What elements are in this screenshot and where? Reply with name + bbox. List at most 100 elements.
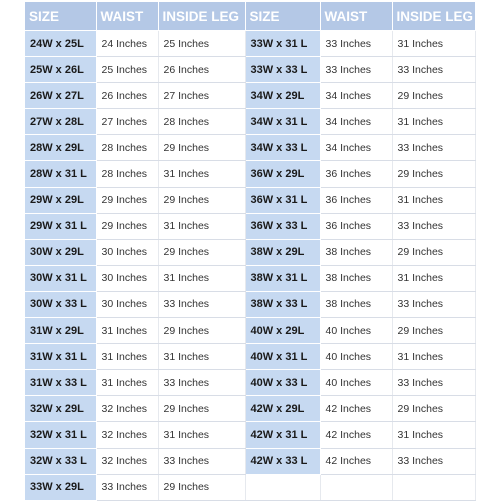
table-row: 27W x 28L 27 Inches 28 Inches 34W x 31 L 34 … [25, 108, 476, 136]
empty-cell [392, 474, 476, 501]
table-row: 32W x 29L 32 Inches 29 Inches 42W x 29L 42 I… [25, 395, 476, 423]
inside-leg-cell: 33 Inches [392, 369, 476, 397]
waist-cell: 34 Inches [320, 82, 393, 110]
header-size: SIZE [245, 2, 321, 31]
empty-cell [320, 474, 393, 501]
table-row: 32W x 33 L 32 Inches 33 Inches 42W x 33 L 42… [25, 448, 476, 475]
size-cell: 29W x 29L [25, 187, 97, 214]
header-waist: WAIST [96, 2, 159, 31]
inside-leg-cell: 25 Inches [158, 30, 246, 58]
header-inside-leg: INSIDE LEG [158, 2, 246, 31]
inside-leg-cell: 33 Inches [392, 213, 476, 240]
waist-cell: 28 Inches [96, 134, 159, 162]
table-row: 28W x 29L 28 Inches 29 Inches 34W x 33 L 34 … [25, 134, 476, 162]
size-cell: 36W x 33 L [245, 213, 321, 240]
inside-leg-cell: 29 Inches [158, 395, 246, 423]
inside-leg-cell: 31 Inches [158, 343, 246, 371]
waist-cell: 34 Inches [320, 108, 393, 136]
waist-cell: 31 Inches [96, 369, 159, 397]
size-cell: 33W x 33 L [245, 56, 321, 84]
waist-cell: 36 Inches [320, 213, 393, 240]
inside-leg-cell: 29 Inches [158, 134, 246, 162]
size-cell: 30W x 29L [25, 239, 97, 266]
waist-cell: 40 Inches [320, 343, 393, 371]
header-size: SIZE [25, 2, 97, 31]
table-row: 29W x 31 L 29 Inches 31 Inches 36W x 33 L 36… [25, 213, 476, 240]
size-cell: 26W x 27L [25, 82, 97, 110]
inside-leg-cell: 29 Inches [392, 82, 476, 110]
size-cell: 31W x 31 L [25, 343, 97, 371]
waist-cell: 42 Inches [320, 421, 393, 449]
waist-cell: 30 Inches [96, 239, 159, 266]
inside-leg-cell: 31 Inches [158, 421, 246, 449]
size-cell: 34W x 31 L [245, 108, 321, 136]
inside-leg-cell: 33 Inches [392, 448, 476, 475]
waist-cell: 30 Inches [96, 265, 159, 292]
inside-leg-cell: 33 Inches [158, 448, 246, 475]
size-cell: 27W x 28L [25, 108, 97, 136]
waist-cell: 28 Inches [96, 160, 159, 188]
size-cell: 30W x 33 L [25, 291, 97, 319]
size-chart: SIZE WAIST INSIDE LEG SIZE WAIST INSIDE … [25, 2, 476, 501]
waist-cell: 29 Inches [96, 213, 159, 240]
size-cell: 42W x 29L [245, 395, 321, 423]
waist-cell: 36 Inches [320, 160, 393, 188]
inside-leg-cell: 31 Inches [392, 30, 476, 58]
waist-cell: 32 Inches [96, 448, 159, 475]
waist-cell: 40 Inches [320, 369, 393, 397]
inside-leg-cell: 29 Inches [392, 395, 476, 423]
waist-cell: 42 Inches [320, 395, 393, 423]
inside-leg-cell: 33 Inches [158, 291, 246, 319]
size-cell: 38W x 29L [245, 239, 321, 266]
size-cell: 32W x 29L [25, 395, 97, 423]
waist-cell: 27 Inches [96, 108, 159, 136]
waist-cell: 31 Inches [96, 317, 159, 345]
table-row: 24W x 25L 24 Inches 25 Inches 33W x 31 L 33 … [25, 30, 476, 58]
waist-cell: 25 Inches [96, 56, 159, 84]
waist-cell: 38 Inches [320, 265, 393, 292]
inside-leg-cell: 29 Inches [392, 160, 476, 188]
inside-leg-cell: 33 Inches [158, 369, 246, 397]
waist-cell: 32 Inches [96, 395, 159, 423]
inside-leg-cell: 31 Inches [392, 108, 476, 136]
table-row: 31W x 31 L 31 Inches 31 Inches 40W x 31 L 40… [25, 343, 476, 371]
size-cell: 32W x 33 L [25, 448, 97, 475]
size-cell: 28W x 31 L [25, 160, 97, 188]
inside-leg-cell: 29 Inches [392, 317, 476, 345]
size-cell: 33W x 29L [25, 474, 97, 501]
size-cell: 32W x 31 L [25, 421, 97, 449]
empty-cell [245, 474, 321, 501]
table-row: 25W x 26L 25 Inches 26 Inches 33W x 33 L 33 … [25, 56, 476, 84]
inside-leg-cell: 31 Inches [158, 213, 246, 240]
waist-cell: 36 Inches [320, 187, 393, 214]
table-row: 33W x 29L 33 Inches 29 Inches [25, 474, 476, 501]
inside-leg-cell: 29 Inches [158, 317, 246, 345]
waist-cell: 33 Inches [320, 30, 393, 58]
inside-leg-cell: 31 Inches [392, 421, 476, 449]
waist-cell: 26 Inches [96, 82, 159, 110]
size-cell: 24W x 25L [25, 30, 97, 58]
waist-cell: 40 Inches [320, 317, 393, 345]
table-row: 29W x 29L 29 Inches 29 Inches 36W x 31 L 36 … [25, 187, 476, 214]
size-cell: 40W x 29L [245, 317, 321, 345]
size-cell: 42W x 33 L [245, 448, 321, 475]
table-row: 30W x 33 L 30 Inches 33 Inches 38W x 33 L 38… [25, 291, 476, 319]
inside-leg-cell: 29 Inches [158, 239, 246, 266]
table-row: 31W x 29L 31 Inches 29 Inches 40W x 29L 40 I… [25, 317, 476, 345]
size-cell: 29W x 31 L [25, 213, 97, 240]
table-row: 32W x 31 L 32 Inches 31 Inches 42W x 31 L 42… [25, 421, 476, 449]
inside-leg-cell: 33 Inches [392, 134, 476, 162]
waist-cell: 34 Inches [320, 134, 393, 162]
inside-leg-cell: 26 Inches [158, 56, 246, 84]
size-cell: 38W x 33 L [245, 291, 321, 319]
waist-cell: 32 Inches [96, 421, 159, 449]
size-chart-table: SIZE WAIST INSIDE LEG SIZE WAIST INSIDE … [25, 2, 476, 501]
size-cell: 31W x 29L [25, 317, 97, 345]
size-cell: 33W x 31 L [245, 30, 321, 58]
header-inside-leg: INSIDE LEG [392, 2, 476, 31]
size-cell: 42W x 31 L [245, 421, 321, 449]
waist-cell: 33 Inches [96, 474, 159, 501]
size-cell: 36W x 29L [245, 160, 321, 188]
table-row: 30W x 29L 30 Inches 29 Inches 38W x 29L 38 I… [25, 239, 476, 266]
size-cell: 34W x 33 L [245, 134, 321, 162]
